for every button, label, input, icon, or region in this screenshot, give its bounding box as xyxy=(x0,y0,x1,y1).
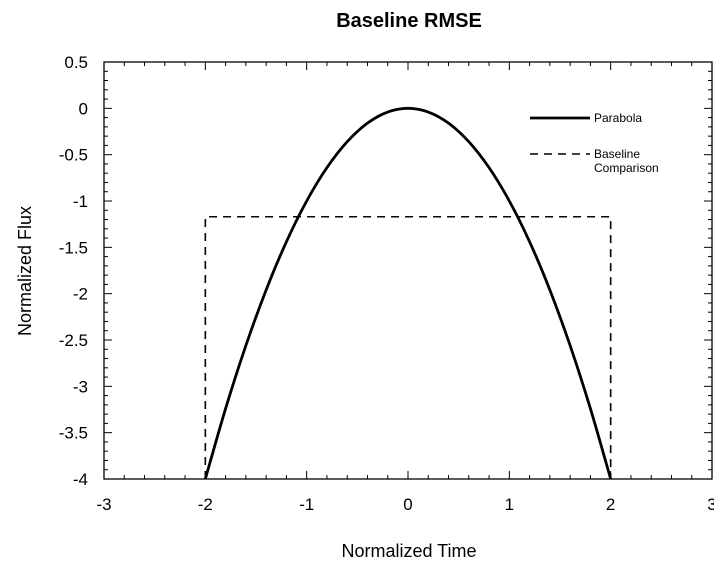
legend: Parabola Baseline Comparison xyxy=(530,111,659,175)
x-axis-label: Normalized Time xyxy=(341,541,476,561)
series-baseline-comparison-line xyxy=(204,215,612,479)
y-tick-label: -1 xyxy=(73,192,88,211)
x-tick-label: -3 xyxy=(96,495,111,514)
y-axis-label: Normalized Flux xyxy=(15,206,35,336)
legend-label: Parabola xyxy=(594,111,642,125)
y-tick-label: 0 xyxy=(79,99,88,118)
plot-area: -3 -2 -1 0 1 2 3 0.5 0 -0.5 -1 -1.5 -2 -2.5 -3 -3.5 -4 xyxy=(59,53,714,514)
y-tick-label: 0.5 xyxy=(64,53,88,72)
x-tick-label: -1 xyxy=(299,495,314,514)
y-tick-label: -3 xyxy=(73,377,88,396)
y-tick-label: -2.5 xyxy=(59,331,88,350)
x-tick-label: -2 xyxy=(198,495,213,514)
y-tick-label: -3.5 xyxy=(59,424,88,443)
y-tick-label: -1.5 xyxy=(59,238,88,257)
x-tick-label: 3 xyxy=(707,495,714,514)
y-tick-label: -0.5 xyxy=(59,146,88,165)
series-parabola-line xyxy=(203,106,613,480)
x-tick-label: 1 xyxy=(505,495,514,514)
chart-title: Baseline RMSE xyxy=(336,10,482,32)
y-tick-label: -4 xyxy=(73,470,88,489)
x-tick-label: 0 xyxy=(403,495,412,514)
legend-label-line: Comparison xyxy=(594,161,659,175)
y-tick-label: -2 xyxy=(73,285,88,304)
legend-label-line: Baseline xyxy=(594,147,640,161)
legend-label: Baseline Comparison xyxy=(594,147,659,175)
x-tick-label: 2 xyxy=(606,495,615,514)
